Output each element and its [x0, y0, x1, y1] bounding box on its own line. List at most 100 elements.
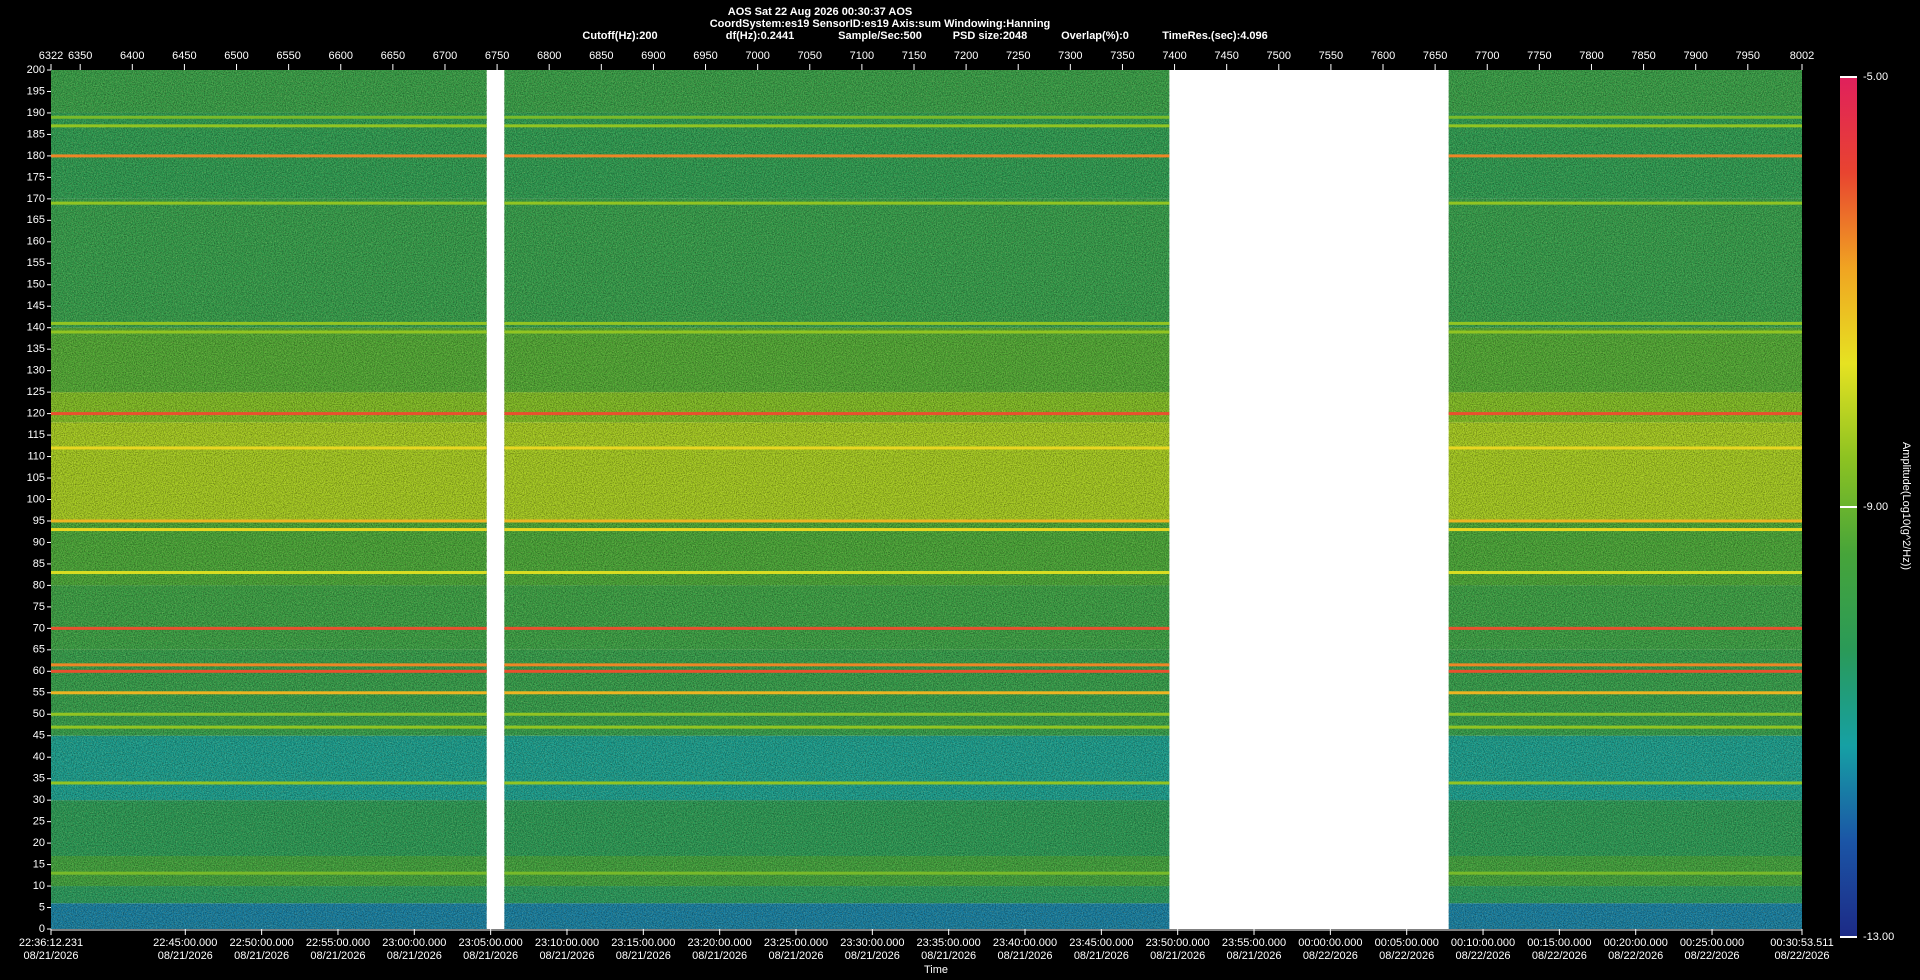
x-tick-label: 7200: [954, 50, 978, 62]
x-tick-label: 7350: [1110, 50, 1134, 62]
spectral-line: [504, 663, 1170, 667]
y-tick-label: 15: [33, 858, 45, 870]
time-tick-label: 22:45:00.000: [153, 937, 217, 949]
y-tick-label: 150: [27, 279, 45, 291]
y-tick-label: 10: [33, 880, 45, 892]
spectral-line: [51, 669, 487, 673]
y-tick-label: 75: [33, 601, 45, 613]
x-tick-label: 7150: [902, 50, 926, 62]
spectral-line: [504, 528, 1170, 532]
spectral-line: [51, 712, 487, 716]
time-tick-label: 23:00:00.000: [382, 937, 446, 949]
y-tick-label: 180: [27, 150, 45, 162]
spectral-line: [51, 321, 487, 325]
time-tick-date: 08/21/2026: [997, 950, 1052, 962]
time-tick-date: 08/21/2026: [845, 950, 900, 962]
time-tick-label: 23:55:00.000: [1222, 937, 1286, 949]
y-tick-label: 160: [27, 236, 45, 248]
x-tick-label: 7600: [1371, 50, 1395, 62]
time-tick-label: 00:30:53.511: [1770, 937, 1833, 949]
time-tick-label: 00:10:00.000: [1451, 937, 1515, 949]
y-tick-label: 155: [27, 257, 45, 269]
time-tick-label: 23:25:00.000: [764, 937, 828, 949]
y-tick-label: 30: [33, 794, 45, 806]
spectral-line: [1448, 725, 1802, 729]
y-tick-label: 50: [33, 708, 45, 720]
subtitle: CoordSystem:es19 SensorID:es19 Axis:sum …: [710, 18, 1051, 30]
x-tick-label: 6400: [120, 50, 144, 62]
x-tick-label: 7750: [1527, 50, 1551, 62]
time-tick-label: 00:05:00.000: [1375, 937, 1439, 949]
spectral-line: [1448, 154, 1802, 158]
title: AOS Sat 22 Aug 2026 00:30:37 AOS: [728, 6, 912, 18]
x-tick-label: 6850: [589, 50, 613, 62]
spectral-line: [1448, 519, 1802, 523]
time-tick-date: 08/22/2026: [1303, 950, 1358, 962]
spectral-line: [504, 321, 1170, 325]
parameter: Overlap(%):0: [1061, 30, 1129, 42]
time-tick-date: 08/21/2026: [539, 950, 594, 962]
spectral-line: [51, 781, 487, 785]
time-tick-date: 08/21/2026: [387, 950, 442, 962]
parameter: TimeRes.(sec):4.096: [1162, 30, 1268, 42]
colorbar-tick-label: -13.00: [1863, 931, 1894, 943]
spectral-line: [51, 115, 487, 119]
y-tick-label: 165: [27, 214, 45, 226]
time-tick-date: 08/21/2026: [463, 950, 518, 962]
y-tick-label: 90: [33, 536, 45, 548]
x-tick-label: 6650: [381, 50, 405, 62]
time-tick-date: 08/21/2026: [1150, 950, 1205, 962]
spectral-line: [504, 201, 1170, 205]
y-tick-label: 100: [27, 493, 45, 505]
x-tick-label: 7300: [1058, 50, 1082, 62]
spectral-line: [504, 669, 1170, 673]
x-tick-label: 7650: [1423, 50, 1447, 62]
y-tick-label: 190: [27, 107, 45, 119]
spectral-line: [51, 154, 487, 158]
time-tick-date: 08/21/2026: [158, 950, 213, 962]
spectral-line: [1448, 321, 1802, 325]
y-tick-label: 115: [27, 429, 45, 441]
time-tick-date: 08/21/2026: [23, 950, 78, 962]
spectral-line: [504, 154, 1170, 158]
x-tick-label: 6350: [68, 50, 92, 62]
spectral-line: [1448, 669, 1802, 673]
time-tick-label: 00:25:00.000: [1680, 937, 1744, 949]
spectral-line: [1448, 691, 1802, 695]
colorbar-tick-label: -9.00: [1863, 501, 1888, 513]
spectral-line: [1448, 871, 1802, 875]
spectral-line: [51, 725, 487, 729]
texture: [1448, 70, 1802, 929]
time-tick-date: 08/21/2026: [692, 950, 747, 962]
parameter: Sample/Sec:500: [838, 30, 922, 42]
y-tick-label: 110: [27, 450, 45, 462]
texture: [504, 70, 1170, 929]
spectral-line: [51, 626, 487, 630]
y-tick-label: 25: [33, 816, 45, 828]
y-tick-label: 135: [27, 343, 45, 355]
spectral-line: [504, 725, 1170, 729]
time-tick-label: 23:50:00.000: [1146, 937, 1210, 949]
x-tick-label: 8002: [1790, 50, 1814, 62]
y-tick-label: 40: [33, 751, 45, 763]
y-tick-label: 85: [33, 558, 45, 570]
x-tick-label: 7250: [1006, 50, 1030, 62]
y-tick-label: 60: [33, 665, 45, 677]
y-tick-label: 145: [27, 300, 45, 312]
x-tick-label: 7500: [1267, 50, 1291, 62]
time-tick-date: 08/22/2026: [1608, 950, 1663, 962]
time-tick-label: 23:05:00.000: [459, 937, 523, 949]
spectral-line: [51, 691, 487, 695]
parameter: df(Hz):0.2441: [726, 30, 794, 42]
time-tick-label: 00:15:00.000: [1527, 937, 1591, 949]
x-tick-label: 7700: [1475, 50, 1499, 62]
x-tick-label: 7550: [1319, 50, 1343, 62]
spectral-line: [504, 519, 1170, 523]
x-tick-label: 6800: [537, 50, 561, 62]
y-tick-label: 105: [27, 472, 45, 484]
x-tick-label: 7900: [1683, 50, 1707, 62]
spectral-line: [51, 330, 487, 334]
time-tick-date: 08/22/2026: [1532, 950, 1587, 962]
spectral-line: [51, 571, 487, 575]
